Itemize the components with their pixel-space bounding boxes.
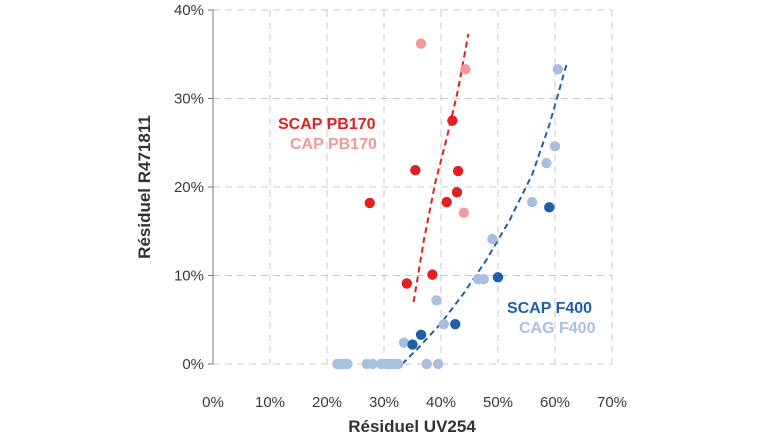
data-point xyxy=(451,187,463,198)
x-tick-label: 50% xyxy=(483,394,513,411)
x-tick-label: 70% xyxy=(597,394,627,411)
data-point xyxy=(401,278,412,289)
data-point xyxy=(407,339,418,350)
data-point xyxy=(410,164,421,176)
data-point xyxy=(415,329,427,340)
y-tick-label: 30% xyxy=(174,91,204,108)
axes xyxy=(208,9,612,365)
grid xyxy=(213,9,613,364)
legend-cap-pb170: CAP PB170 xyxy=(290,136,377,153)
data-point xyxy=(393,358,404,370)
data-point xyxy=(450,318,461,330)
x-tick-label: 0% xyxy=(202,394,224,411)
data-point xyxy=(447,115,458,126)
data-point xyxy=(367,358,378,370)
data-point xyxy=(492,272,504,283)
x-tick-label: 10% xyxy=(255,394,285,411)
data-point xyxy=(398,337,410,348)
x-tick-label: 40% xyxy=(426,394,456,411)
data-point xyxy=(544,202,555,213)
data-point xyxy=(458,207,469,218)
y-tick-label: 10% xyxy=(174,268,204,285)
y-tick-label: 20% xyxy=(174,179,204,196)
data-point xyxy=(432,358,444,370)
x-tick-label: 20% xyxy=(312,394,342,411)
data-point xyxy=(342,358,353,370)
y-tick-label: 0% xyxy=(182,356,204,373)
legend-scap-f400: SCAP F400 xyxy=(507,300,592,317)
data-point xyxy=(452,165,464,177)
data-point xyxy=(549,141,561,152)
data-point xyxy=(421,358,432,370)
data-point xyxy=(438,318,450,330)
data-point xyxy=(431,295,442,306)
data-point xyxy=(541,157,552,169)
trendline xyxy=(401,64,568,365)
data-point xyxy=(460,64,471,75)
data-points xyxy=(332,38,564,370)
data-point xyxy=(415,38,427,49)
y-tick-label: 40% xyxy=(174,2,204,19)
data-point xyxy=(527,196,538,208)
data-point xyxy=(487,234,498,245)
trendline xyxy=(412,33,470,303)
data-point xyxy=(364,197,375,209)
x-axis-title: Résiduel UV254 xyxy=(348,417,476,436)
data-point xyxy=(441,196,452,208)
data-point xyxy=(478,273,489,285)
x-tick-label: 60% xyxy=(540,394,570,411)
x-tick-label: 30% xyxy=(369,394,399,411)
data-point xyxy=(552,64,564,75)
data-point xyxy=(427,269,438,280)
y-axis-title: Résiduel R471811 xyxy=(135,115,154,259)
tick-labels: 0% 10% 20% 30% 40% 50% 60% 70% 0% 10% 20% 30% 40% xyxy=(174,2,627,411)
legend-scap-pb170: SCAP PB170 xyxy=(278,116,376,133)
legend-cag-f400: CAG F400 xyxy=(519,320,596,337)
trendlines xyxy=(401,33,568,365)
